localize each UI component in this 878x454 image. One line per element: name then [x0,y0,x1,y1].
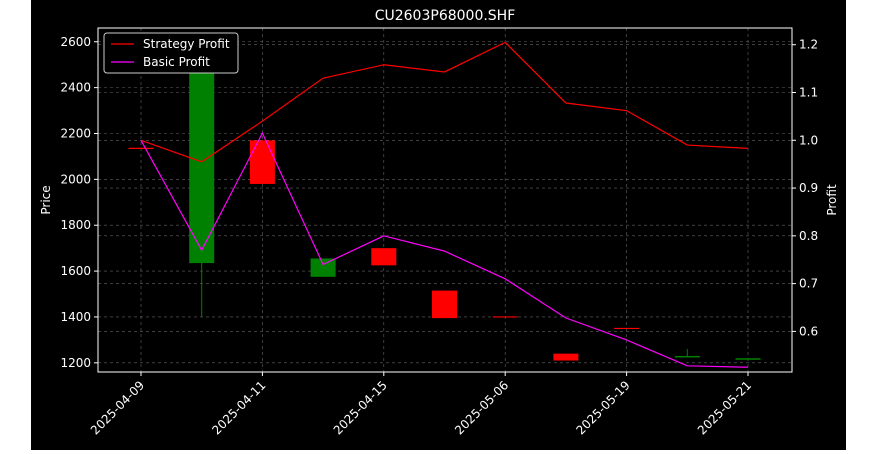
y-tick-label-right: 1.0 [799,133,818,147]
candle-body [735,358,761,360]
chart-title: CU2603P68000.SHF [375,8,516,24]
legend-label-strategy: Strategy Profit [143,37,230,51]
candle-body [249,140,275,184]
y-tick-label-left: 2400 [60,81,91,95]
y-tick-label-left: 2200 [60,126,91,140]
candle-layer [128,64,761,361]
chart-svg: CU2603P68000.SHF 1200 1400 1600 1800 2000 220… [39,8,839,437]
legend-label-basic: Basic Profit [143,55,210,69]
x-tick-label: 2025-05-21 [695,378,754,437]
plot-frame [97,27,793,373]
x-tick-label: 2025-04-09 [88,378,147,437]
y-tick-label-left: 2000 [60,172,91,186]
legend-box [103,32,239,74]
y-tick-label-right: 1.1 [799,86,818,100]
basic-profit-line [140,131,749,368]
y-tick-label-left: 1600 [60,264,91,278]
candle-body [310,258,336,277]
candle-body [189,64,215,264]
x-tick-label: 2025-05-19 [574,378,633,437]
legend: Strategy Profit Basic Profit [103,32,239,74]
candle-body [553,353,579,361]
y-tick-label-right: 0.7 [799,277,818,291]
strategy-profit-line [140,41,749,163]
line-layer [140,41,749,368]
candle-body [674,355,700,358]
x-tick-label: 2025-05-06 [452,378,511,437]
candle-body [432,290,457,319]
y-tick-label-left: 1800 [60,218,91,232]
x-tick-label: 2025-04-15 [331,378,390,437]
candle-body [371,248,397,266]
y-tick-label-right: 1.2 [799,38,818,52]
chart-figure: CU2603P68000.SHF 1200 1400 1600 1800 2000 220… [31,0,846,450]
y-tick-label-left: 1200 [60,356,91,370]
y-tick-label-left: 2600 [60,35,91,49]
y-tick-label-left: 1400 [60,310,91,324]
y-axis-label-right: Profit [825,184,839,216]
y-tick-label-right: 0.8 [799,229,818,243]
y-tick-label-right: 0.9 [799,181,818,195]
y-tick-label-right: 0.6 [799,324,818,338]
x-tick-label: 2025-04-11 [209,378,268,437]
y-axis-label-left: Price [39,185,53,214]
